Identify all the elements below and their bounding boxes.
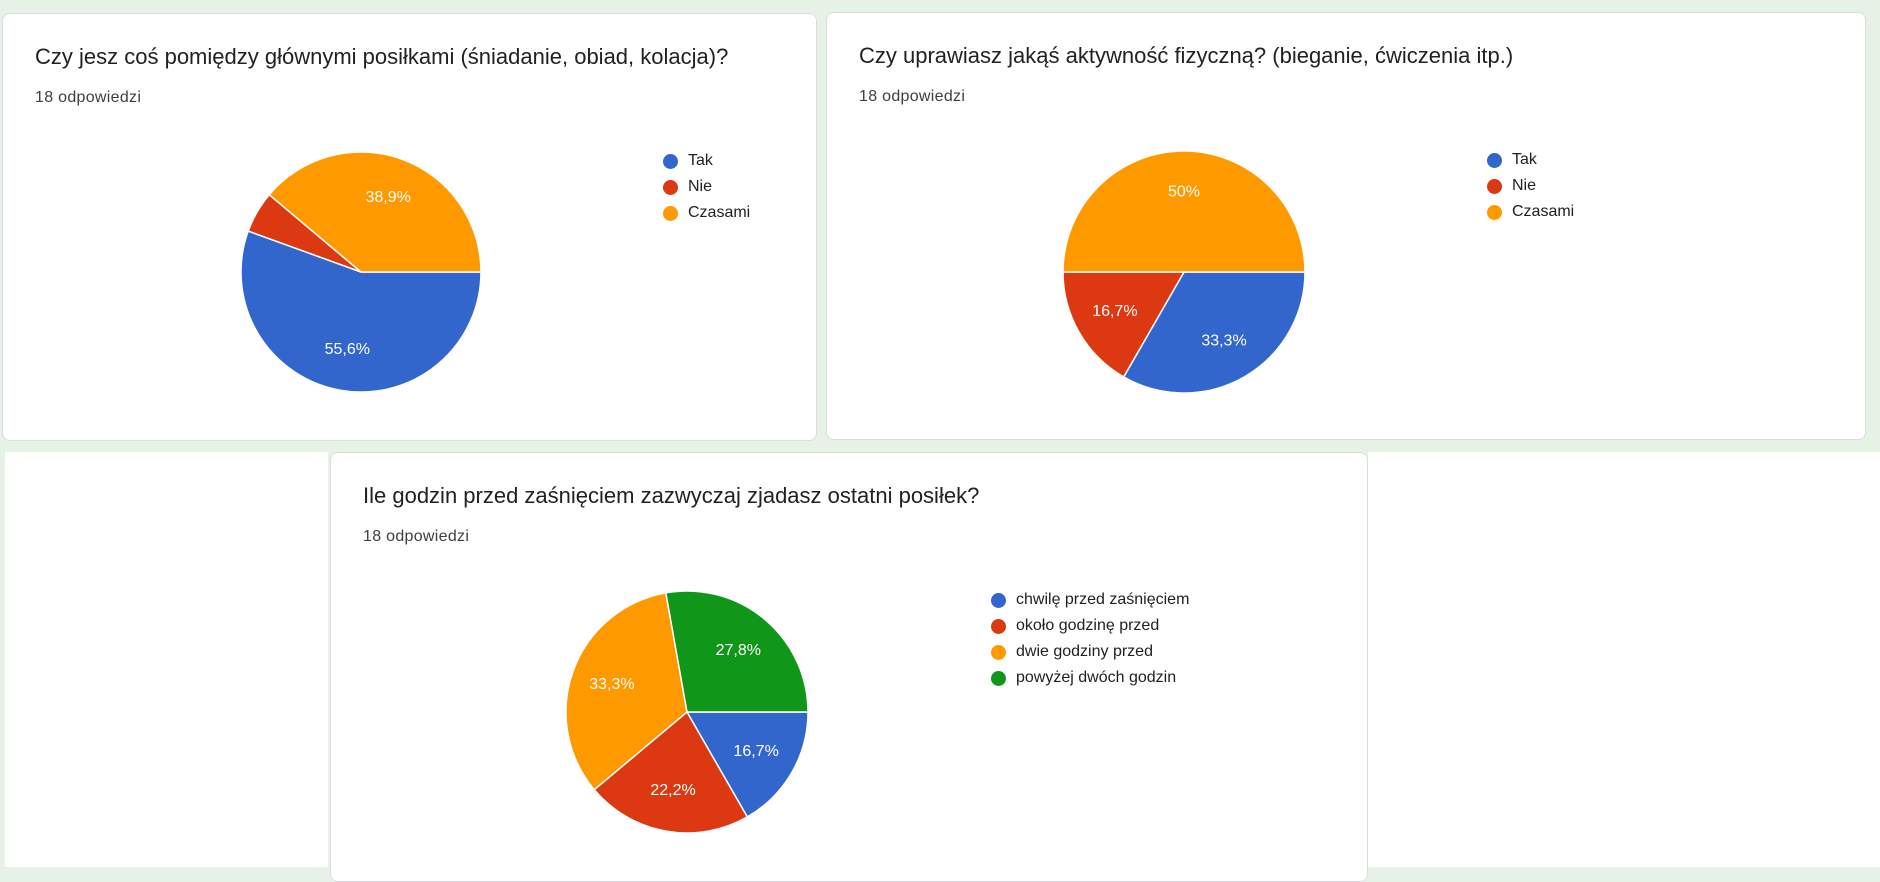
pie-slice-około-godzinę-przed — [593, 710, 749, 834]
legend-swatch-icon — [663, 205, 678, 221]
legend-item[interactable]: około godzinę przed — [991, 613, 1189, 639]
slice-value-label: 55,6% — [325, 341, 370, 358]
legend-item[interactable]: Tak — [663, 148, 750, 174]
legend-label: Czasami — [1512, 203, 1575, 220]
slice-value-label: 22,2% — [650, 782, 695, 799]
legend-swatch-icon — [1487, 152, 1502, 168]
pie-chart: 33,3% 16,7% 50% — [1062, 150, 1306, 394]
chart-card-last-meal: Ile godzin przed zaśnięciem zazwyczaj zj… — [330, 452, 1368, 882]
chart-legend: chwilę przed zaśnięciem około godzinę prz… — [991, 587, 1189, 691]
slice-value-label: 33,3% — [1201, 332, 1246, 349]
legend-item[interactable]: Tak — [1487, 147, 1574, 173]
legend-label: chwilę przed zaśnięciem — [1016, 591, 1190, 608]
legend-item[interactable]: Nie — [663, 174, 750, 200]
legend-swatch-icon — [663, 179, 678, 195]
chart-card-snacking: Czy jesz coś pomiędzy głównymi posiłkami… — [2, 13, 817, 441]
legend-item[interactable]: chwilę przed zaśnięciem — [991, 587, 1189, 613]
legend-swatch-icon — [1487, 204, 1502, 220]
slice-value-label: 33,3% — [589, 676, 634, 693]
pie-slice-chwilę-przed-zaśnięciem — [685, 711, 809, 818]
legend-label: dwie godziny przed — [1016, 643, 1153, 660]
pie-slice-czasami — [1062, 150, 1306, 273]
pie-slice-dwie-godziny-przed — [565, 591, 688, 791]
legend-swatch-icon — [1487, 178, 1502, 194]
slice-value-label: 16,7% — [1092, 303, 1137, 320]
pie-slice-czasami — [268, 151, 482, 273]
legend-label: Czasami — [688, 204, 751, 221]
chart-title: Czy uprawiasz jakąś aktywność fizyczną? … — [859, 43, 1514, 68]
legend-swatch-icon — [991, 592, 1006, 608]
chart-title: Czy jesz coś pomiędzy głównymi posiłkami… — [35, 44, 729, 69]
chart-legend: Tak Nie Czasami — [1487, 147, 1574, 225]
legend-label: Nie — [688, 178, 713, 195]
pie-slice-tak — [1122, 271, 1306, 394]
response-count: 18 odpowiedzi — [859, 88, 966, 105]
legend-item[interactable]: dwie godziny przed — [991, 639, 1189, 665]
page-background-right — [1368, 452, 1880, 867]
page-background-left — [5, 452, 328, 867]
slice-value-label: 16,7% — [733, 743, 778, 760]
legend-label: Tak — [1512, 151, 1537, 168]
slice-value-label: 50% — [1168, 183, 1200, 200]
legend-swatch-icon — [991, 644, 1006, 660]
chart-card-physical-activity: Czy uprawiasz jakąś aktywność fizyczną? … — [826, 12, 1866, 440]
chart-title: Ile godzin przed zaśnięciem zazwyczaj zj… — [363, 483, 980, 508]
legend-label: Tak — [688, 152, 713, 169]
pie-slice-powyżej-dwóch-godzin — [664, 590, 809, 713]
chart-legend: Tak Nie Czasami — [663, 148, 750, 226]
slice-value-label: 27,8% — [716, 642, 761, 659]
legend-swatch-icon — [991, 670, 1006, 686]
legend-swatch-icon — [991, 618, 1006, 634]
legend-item[interactable]: Nie — [1487, 173, 1574, 199]
legend-label: powyżej dwóch godzin — [1016, 669, 1177, 686]
slice-value-label: 38,9% — [365, 189, 410, 206]
legend-label: Nie — [1512, 177, 1537, 194]
pie-chart: 16,7% 22,2% 33,3% 27,8% — [565, 590, 809, 834]
legend-item[interactable]: Czasami — [1487, 199, 1574, 225]
response-count: 18 odpowiedzi — [363, 528, 470, 545]
pie-chart: 55,6% 38,9% — [240, 151, 482, 393]
legend-item[interactable]: powyżej dwóch godzin — [991, 665, 1189, 691]
legend-label: około godzinę przed — [1016, 617, 1160, 634]
pie-slice-nie — [1062, 271, 1186, 378]
response-count: 18 odpowiedzi — [35, 89, 142, 106]
legend-swatch-icon — [663, 153, 678, 169]
legend-item[interactable]: Czasami — [663, 200, 750, 226]
pie-slice-tak — [240, 230, 482, 393]
